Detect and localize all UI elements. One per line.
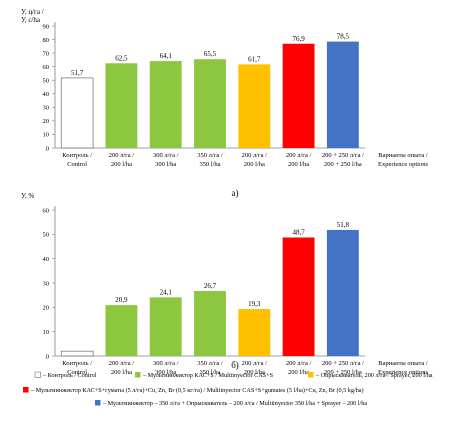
chart1-category-label: Контроль / (62, 152, 92, 159)
chart2-category-label: 300 л/га / (153, 360, 179, 367)
chart1-bar (238, 64, 271, 148)
chart1-category-label: 200 л/га / (109, 152, 135, 159)
legend-swatch (34, 371, 41, 378)
chart1-category-label: 200 + 250 л/га / (322, 152, 364, 159)
chart1-data-label: 51,7 (71, 69, 84, 77)
chart1-category-label: 200 l/ha (288, 161, 309, 168)
chart1-data-label: 76,9 (292, 35, 305, 43)
chart2-y-tick-label: 20 (43, 305, 50, 312)
chart1-y-axis-title: У, ц/га / (21, 8, 44, 16)
chart2-y-tick-label: 0 (46, 353, 49, 360)
chart2-caption: б) (231, 360, 239, 370)
chart2-data-label: 26,7 (204, 282, 217, 290)
chart1-y-tick-label: 10 (43, 132, 50, 139)
chart2-bar (238, 309, 271, 356)
chart2-y-tick-label: 30 (43, 280, 50, 287)
chart1-caption: а) (232, 188, 239, 198)
chart1-data-label: 62,5 (115, 54, 128, 62)
chart1-category-label: 350 l/ha (199, 161, 220, 168)
chart2-bar (326, 229, 359, 356)
legend-swatch (23, 387, 29, 393)
chart1-category-label: 200 l/ha (244, 161, 265, 168)
chart2-category-label: 300 l/ha (155, 369, 176, 376)
chart2-category-label: 200 л/га / (109, 360, 135, 367)
chart1-y-tick-label: 30 (43, 105, 50, 112)
chart1-data-label: 78,5 (337, 33, 350, 41)
chart2-data-label: 20,9 (115, 296, 128, 304)
chart2-x-axis-title: Варианты опыта / (378, 360, 428, 367)
chart2-data-label: 19,3 (248, 300, 261, 308)
chart1-bar (194, 59, 226, 148)
legend-entry: – Контроль / Control (42, 372, 97, 379)
chart1-bar (105, 63, 138, 148)
chart1-bar (149, 61, 182, 149)
chart1-category-label: 200 л/га / (242, 152, 268, 159)
chart2-category-label: 200 l/ha (288, 369, 309, 376)
chart1-category-label: 350 л/га / (197, 152, 223, 159)
chart2-category-label: 200 l/ha (111, 369, 132, 376)
chart2-y-tick-label: 10 (43, 329, 50, 336)
chart1-category-label: Control (67, 161, 87, 168)
chart2-data-label: 51,8 (337, 221, 350, 229)
chart2-category-label: 200 + 250 л/га / (322, 360, 364, 367)
chart1-data-label: 61,7 (248, 55, 261, 63)
chart2-x-axis-title: Experience options (378, 369, 428, 376)
legend-swatch (135, 372, 141, 378)
chart1-y-tick-label: 60 (43, 64, 50, 71)
chart2-y-axis-title: У, % (21, 192, 34, 200)
chart1-data-label: 65,5 (204, 50, 217, 58)
chart2-category-label: Control (67, 369, 87, 376)
chart2-bar (149, 297, 182, 356)
chart2-bar (282, 237, 315, 356)
chart2-category-label: 200 л/га / (286, 360, 312, 367)
chart2-bar (105, 305, 138, 356)
chart2-bar (60, 350, 94, 357)
chart1-category-label: 200 l/ha (111, 161, 132, 168)
chart1-data-label: 64,1 (160, 52, 173, 60)
chart1-bar (282, 43, 315, 148)
legend-entry: – Мультиинжектор – 350 л/га + Опрыскиват… (102, 400, 367, 407)
chart2-category-label: 200 + 250 l/ha (324, 369, 362, 376)
legend-swatch (308, 372, 314, 378)
chart1-y-tick-label: 70 (43, 50, 50, 57)
chart1-y-tick-label: 90 (43, 23, 50, 30)
chart1-y-tick-label: 0 (46, 145, 49, 152)
chart2-y-tick-label: 60 (43, 207, 50, 214)
chart1-y-tick-label: 40 (43, 91, 50, 98)
legend-swatch (95, 400, 101, 406)
chart2-category-label: Контроль / (62, 360, 92, 367)
chart1-y-tick-label: 20 (43, 118, 50, 125)
legend-entry: – Опрыскиватель, 200 л/га / Sprayer, 200… (315, 372, 433, 379)
chart2-bar (194, 291, 226, 356)
chart1-category-label: 200 + 250 l/ha (324, 161, 362, 168)
chart2-data-label: 48,7 (292, 228, 305, 236)
chart1-category-label: 300 l/ha (155, 161, 176, 168)
chart2-category-label: 200 l/ha (244, 369, 265, 376)
chart1-x-axis-title: Варианты опыта / (378, 152, 428, 159)
chart1-y-tick-label: 80 (43, 37, 50, 44)
chart1-x-axis-title: Experience options (378, 161, 428, 168)
chart2-category-label: 350 л/га / (197, 360, 223, 367)
chart2-category-label: 350 l/ha (199, 369, 220, 376)
chart1-category-label: 200 л/га / (286, 152, 312, 159)
legend-entry: – Мультиинжектор КАС+S+гуматы (5 л/га)+C… (30, 387, 364, 394)
chart2-category-label: 200 л/га / (242, 360, 268, 367)
chart1-bar (326, 41, 359, 148)
chart1-category-label: 300 л/га / (153, 152, 179, 159)
chart2-data-label: 24,1 (160, 288, 173, 296)
chart1-y-axis-title: У, c/ha (21, 16, 41, 24)
chart1-bar (60, 77, 94, 149)
legend-entry: – Мультиинжектор КАС+S / Multiinyector C… (142, 372, 274, 379)
chart2-y-tick-label: 40 (43, 256, 50, 263)
chart2-y-tick-label: 50 (43, 232, 50, 239)
chart1-y-tick-label: 50 (43, 78, 50, 85)
